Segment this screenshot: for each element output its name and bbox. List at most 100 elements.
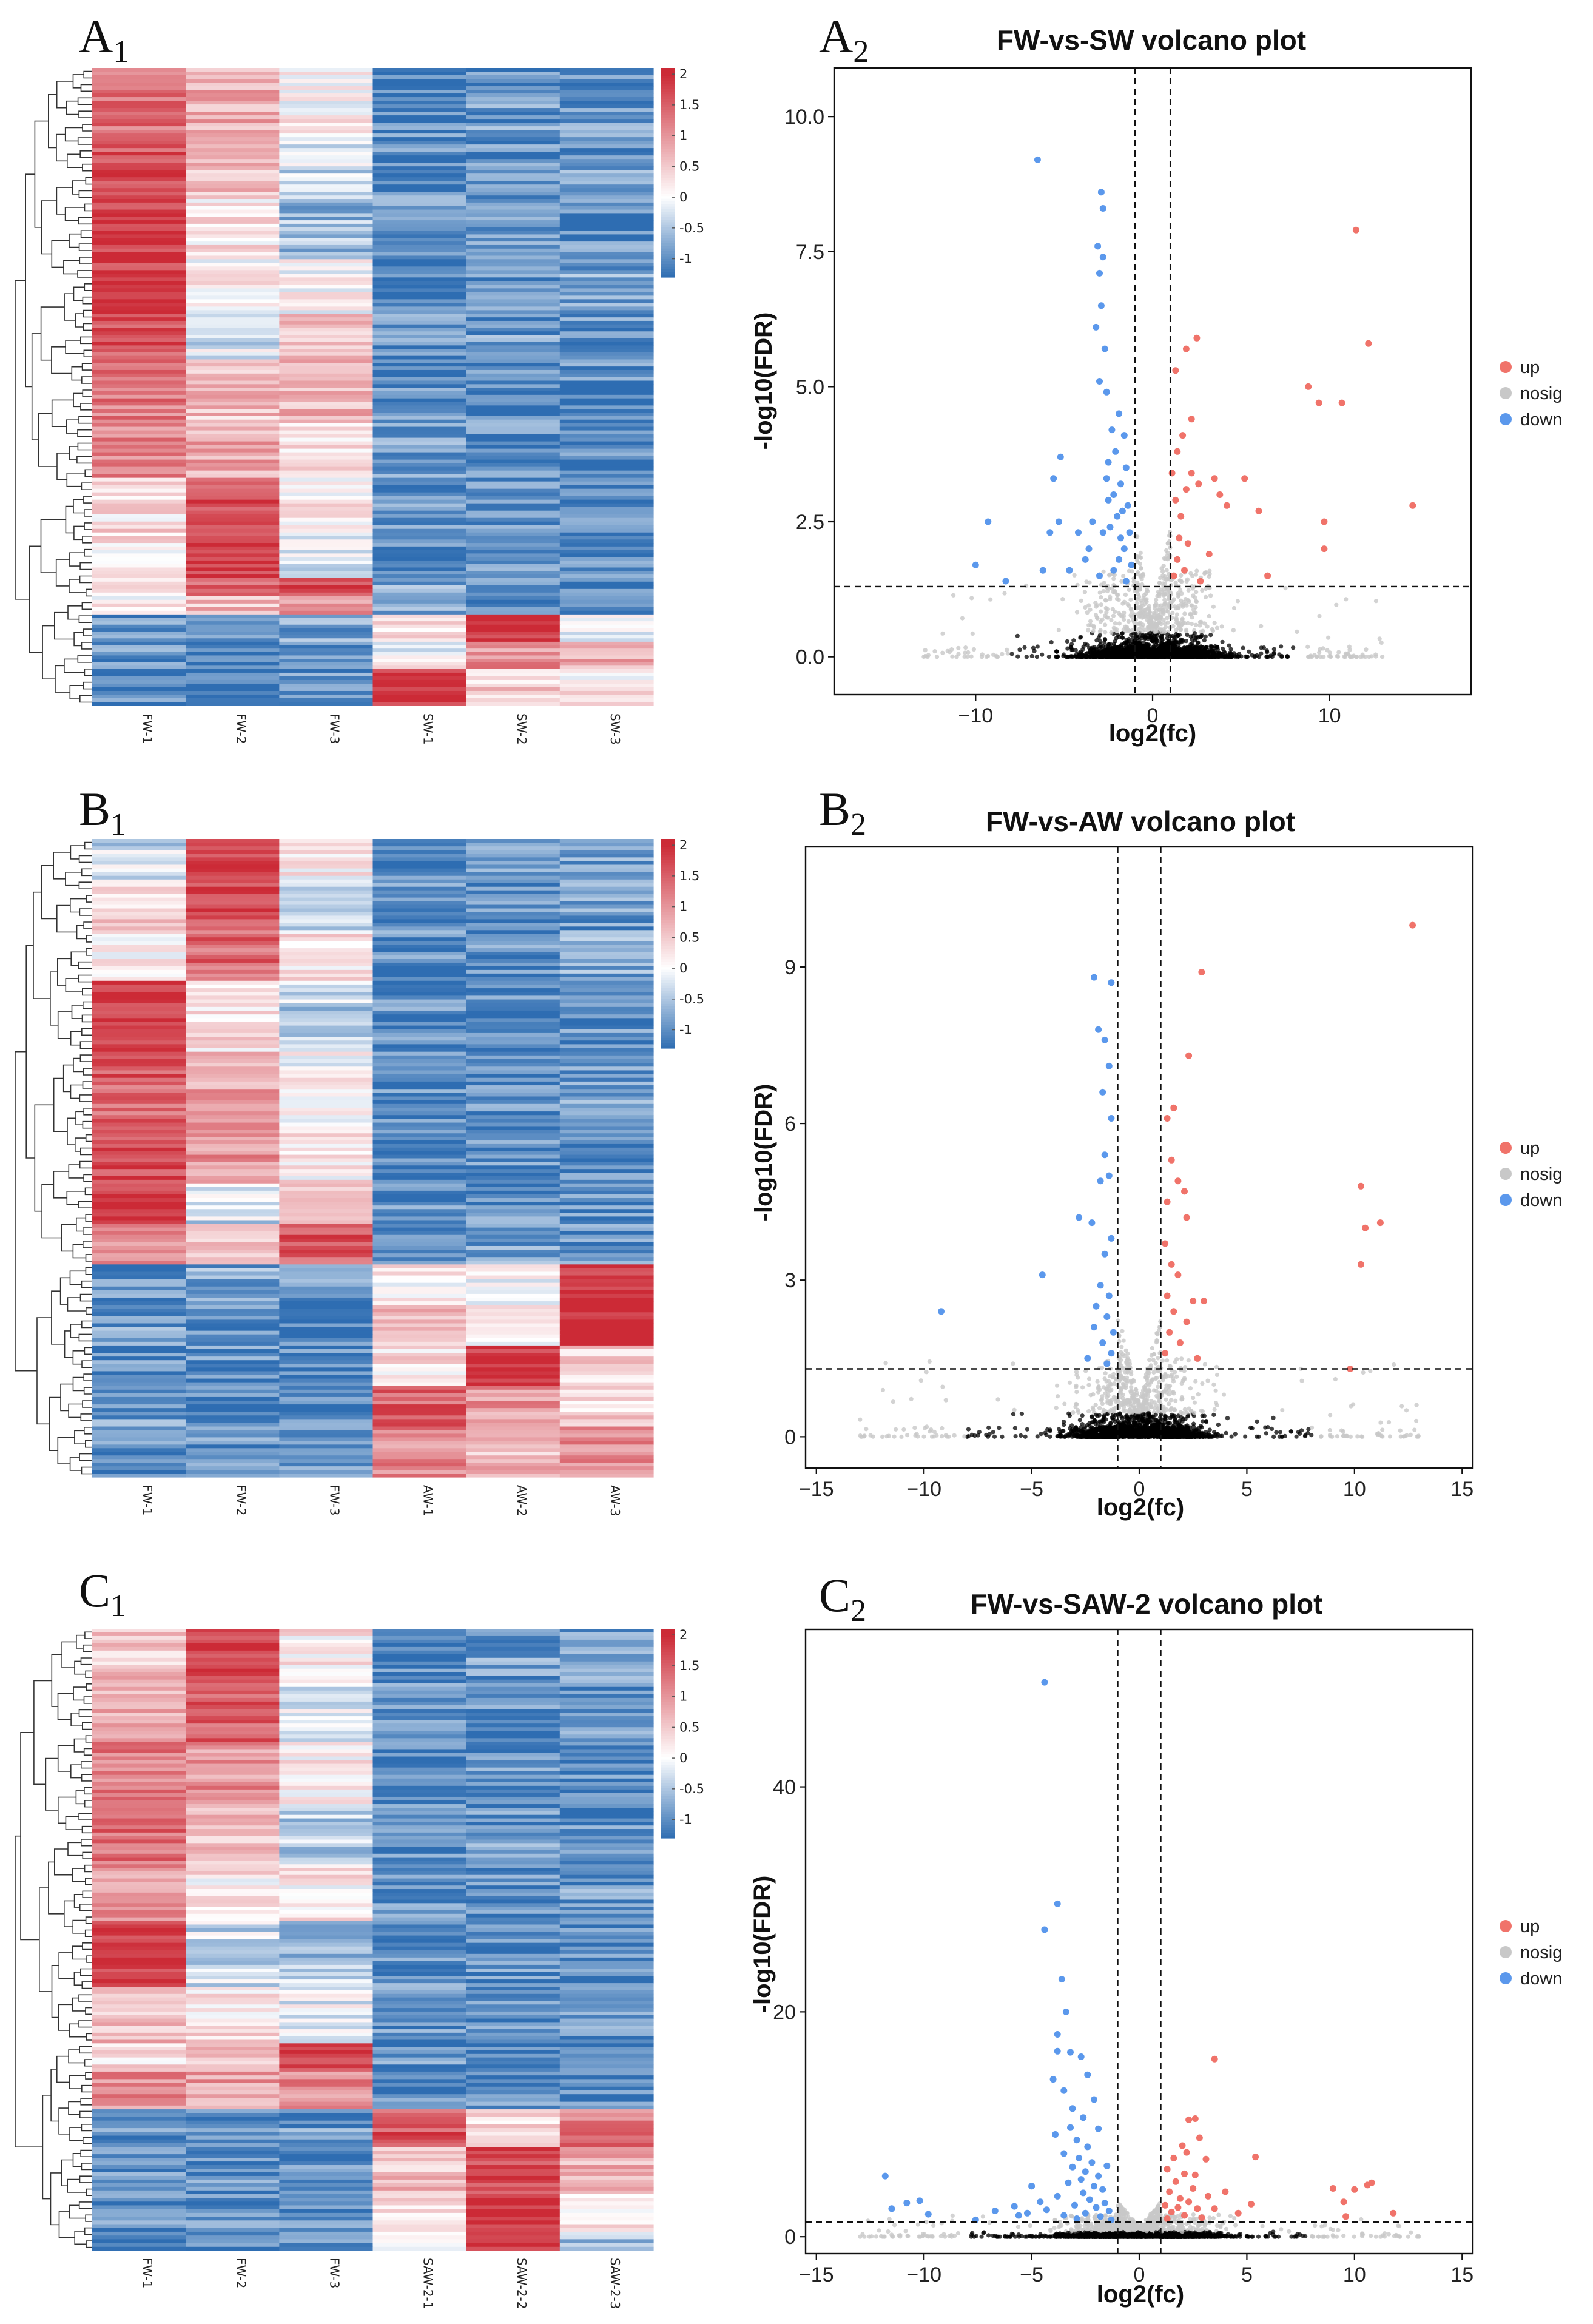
heatmap-cell bbox=[559, 599, 654, 604]
heatmap-cell bbox=[92, 1268, 186, 1273]
up-point bbox=[1188, 416, 1195, 423]
heatmap-cell bbox=[372, 510, 467, 515]
legend-up-marker bbox=[1500, 361, 1512, 373]
heatmap-cell bbox=[466, 955, 561, 960]
nosig-point bbox=[1193, 572, 1198, 577]
nosig-point bbox=[1005, 651, 1010, 656]
heatmap-cell bbox=[279, 585, 374, 590]
nosig-point bbox=[1179, 598, 1184, 603]
colorbar-step bbox=[661, 180, 675, 184]
nosig-point bbox=[1154, 639, 1159, 644]
heatmap-cell bbox=[279, 610, 374, 615]
heatmap-cell bbox=[559, 1115, 654, 1119]
heatmap-cell bbox=[92, 391, 186, 396]
heatmap-cell bbox=[186, 1176, 280, 1181]
heatmap-cell bbox=[372, 470, 467, 475]
down-point bbox=[1112, 448, 1119, 455]
heatmap-cell bbox=[279, 1382, 374, 1387]
heatmap-cell bbox=[279, 485, 374, 490]
heatmap-cell bbox=[559, 614, 654, 619]
heatmap-cell bbox=[466, 952, 561, 956]
up-point bbox=[1188, 470, 1195, 477]
heatmap-cell bbox=[372, 324, 467, 329]
heatmap-cell bbox=[279, 514, 374, 519]
heatmap-cell bbox=[372, 1063, 467, 1067]
nosig-point bbox=[1098, 609, 1103, 614]
heatmap-cell bbox=[372, 342, 467, 346]
down-point bbox=[1108, 426, 1116, 434]
heatmap-cell bbox=[466, 977, 561, 982]
heatmap-cell bbox=[466, 1154, 561, 1159]
nosig-point bbox=[1336, 650, 1341, 655]
heatmap-cell bbox=[186, 1312, 280, 1316]
heatmap-cell bbox=[186, 514, 280, 519]
colorbar-step bbox=[661, 133, 675, 136]
column-label: SW-1 bbox=[421, 713, 436, 745]
heatmap-cell bbox=[466, 119, 561, 123]
heatmap-cell bbox=[279, 890, 374, 895]
nosig-point bbox=[1188, 611, 1193, 616]
nosig-point bbox=[1151, 648, 1157, 653]
heatmap-cell bbox=[372, 398, 467, 403]
heatmap-cell bbox=[372, 437, 467, 442]
heatmap-cell bbox=[279, 525, 374, 530]
column-labels-a1: FW-1 FW-2 FW-3 SW-1 SW-2 SW-3 bbox=[140, 713, 622, 745]
heatmap-cell bbox=[186, 894, 280, 898]
heatmap-cell bbox=[279, 641, 374, 646]
heatmap-cell bbox=[466, 864, 561, 869]
heatmap-cell bbox=[372, 274, 467, 278]
heatmap-cell bbox=[466, 437, 561, 442]
heatmap-cell bbox=[559, 926, 654, 931]
nosig-point bbox=[1095, 603, 1100, 608]
down-point bbox=[1120, 545, 1128, 553]
heatmap-cell bbox=[279, 170, 374, 174]
heatmap-cell bbox=[372, 1250, 467, 1254]
heatmap-cell bbox=[279, 839, 374, 843]
heatmap-cell bbox=[186, 662, 280, 666]
heatmap-cell bbox=[279, 879, 374, 884]
heatmap-cell bbox=[92, 1202, 186, 1206]
heatmap-cell bbox=[92, 104, 186, 109]
heatmap-cell bbox=[466, 238, 561, 242]
heatmap-cell bbox=[559, 369, 654, 374]
heatmap-cell bbox=[92, 1386, 186, 1390]
heatmap-cell bbox=[559, 470, 654, 475]
heatmap-cell bbox=[372, 1187, 467, 1191]
heatmap-cell bbox=[559, 514, 654, 519]
heatmap-cell bbox=[559, 628, 654, 632]
heatmap-cell bbox=[466, 485, 561, 490]
heatmap-cell bbox=[186, 1140, 280, 1145]
heatmap-cell bbox=[466, 599, 561, 604]
nosig-point bbox=[1181, 655, 1186, 659]
heatmap-cell bbox=[372, 514, 467, 519]
heatmap-cell bbox=[186, 86, 280, 90]
heatmap-cell bbox=[279, 456, 374, 460]
heatmap-cell bbox=[559, 676, 654, 681]
heatmap-cell bbox=[92, 83, 186, 87]
heatmap-cell bbox=[466, 363, 561, 367]
heatmap-cell bbox=[372, 1257, 467, 1261]
heatmap-cell bbox=[372, 581, 467, 586]
heatmap-cell bbox=[559, 366, 654, 371]
heatmap-cell bbox=[466, 1213, 561, 1217]
nosig-point bbox=[1108, 597, 1113, 602]
heatmap-cell bbox=[186, 195, 280, 200]
heatmap-cell bbox=[559, 638, 654, 642]
heatmap-cell bbox=[92, 687, 186, 692]
heatmap-cell bbox=[466, 141, 561, 145]
heatmap-cell bbox=[186, 252, 280, 257]
heatmap-cell bbox=[559, 857, 654, 862]
heatmap-cell bbox=[279, 1268, 374, 1273]
heatmap-cell bbox=[92, 999, 186, 1004]
heatmap-cell bbox=[92, 159, 186, 163]
heatmap-cell bbox=[92, 1209, 186, 1213]
heatmap-cell bbox=[559, 875, 654, 880]
heatmap-cell bbox=[279, 596, 374, 601]
heatmap-cell bbox=[186, 314, 280, 318]
colorbar-step bbox=[661, 110, 675, 113]
heatmap-cell bbox=[372, 578, 467, 582]
heatmap-cell bbox=[92, 166, 186, 170]
heatmap-cell bbox=[372, 79, 467, 83]
heatmap-cell bbox=[279, 1151, 374, 1156]
heatmap-cell bbox=[559, 550, 654, 554]
